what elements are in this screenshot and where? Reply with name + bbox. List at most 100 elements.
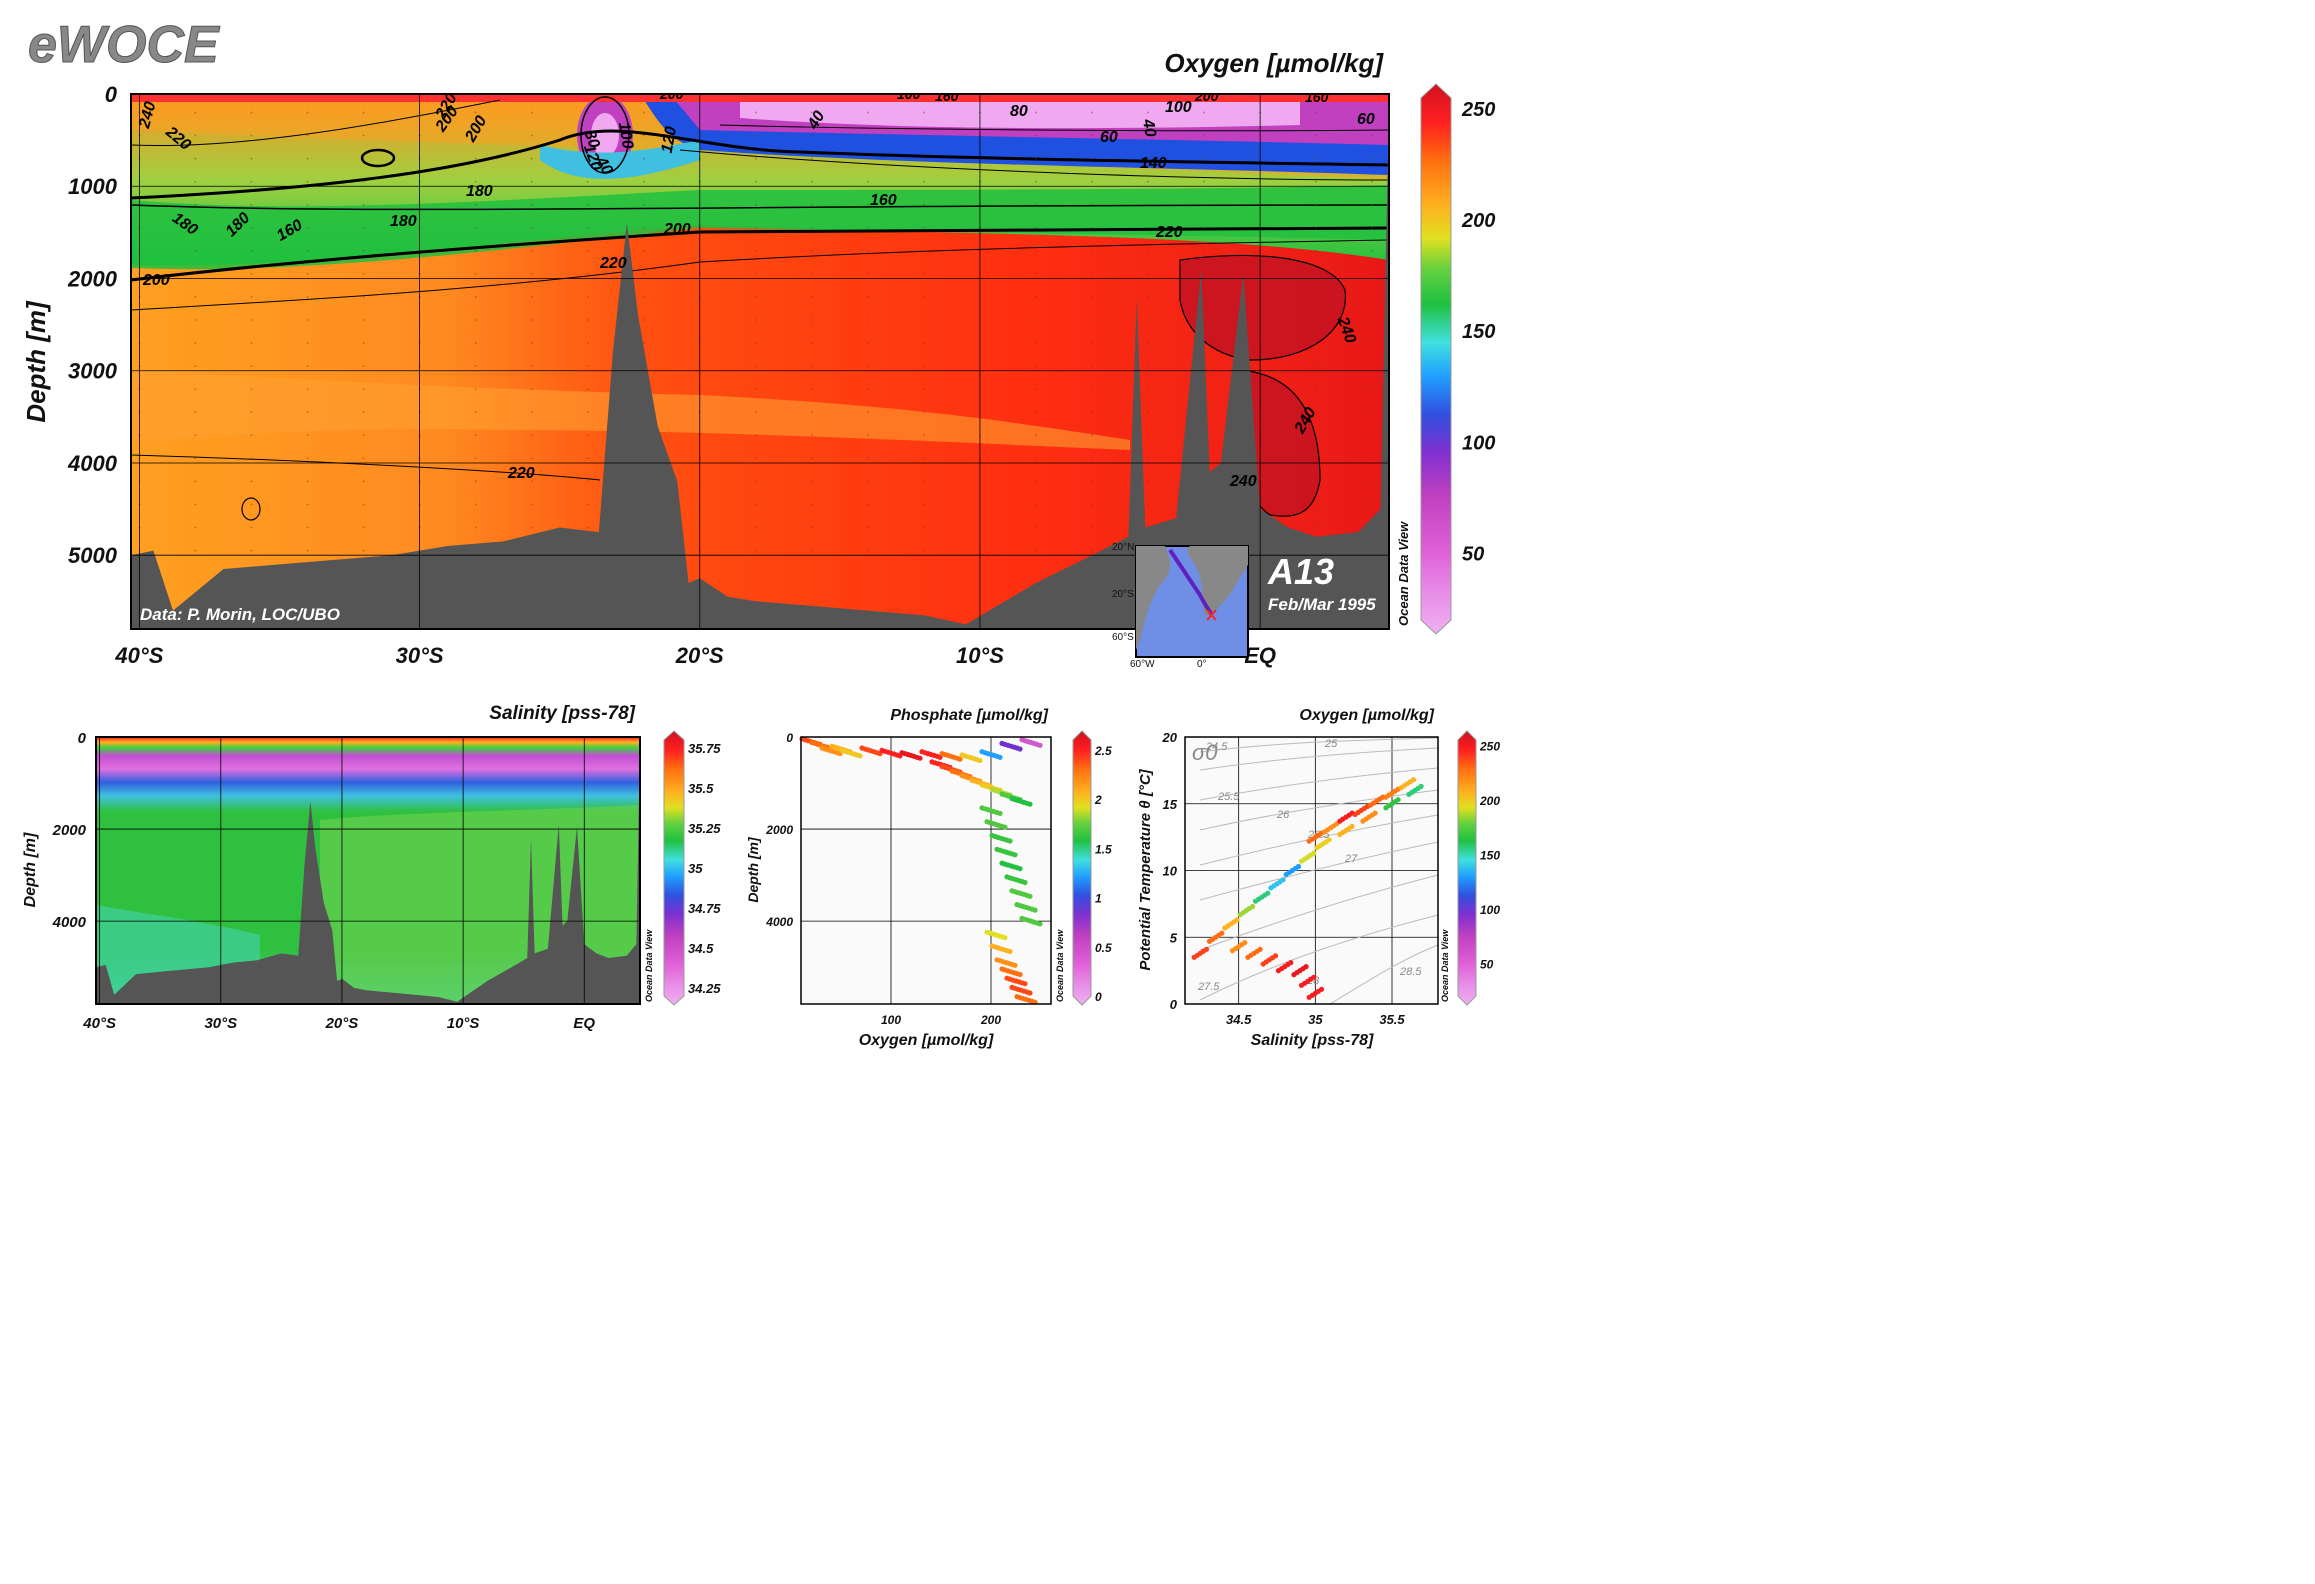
- oxygen-section-plot: 240 220 200 220 200 200 100 80 120 40 10…: [131, 94, 1389, 629]
- station-sample-dot: [1147, 111, 1149, 114]
- station-sample-dot: [1091, 296, 1093, 298]
- x-tick-label: 30°S: [204, 1015, 237, 1032]
- station-sample-dot: [194, 249, 197, 252]
- station-sample-dot: [306, 134, 309, 137]
- station-sample-dot: [306, 296, 309, 298]
- station-sample-dot: [306, 180, 309, 183]
- section-name: A13: [1267, 551, 1334, 592]
- station-sample-dot: [586, 111, 589, 114]
- station-sample-dot: [866, 226, 869, 229]
- station-sample-dot: [362, 249, 365, 252]
- station-sample-dot: [923, 457, 925, 460]
- station-sample-dot: [362, 365, 365, 368]
- station-sample-dot: [250, 157, 253, 160]
- station-sample-dot: [1315, 434, 1318, 437]
- colorbar-tick-label: 0.5: [1095, 941, 1112, 955]
- station-sample-dot: [1371, 342, 1374, 344]
- contour-label: 120: [659, 125, 680, 154]
- contour-label: 160: [870, 192, 897, 209]
- contour-label: 40: [1139, 117, 1159, 139]
- station-sample-dot: [306, 111, 309, 114]
- colorbar-tick-label: 35.75: [688, 741, 721, 756]
- station-sample-dot: [474, 134, 477, 137]
- station-sample-dot: [194, 296, 197, 298]
- y-tick-label: 0: [1170, 997, 1178, 1012]
- station-sample-dot: [810, 411, 813, 414]
- station-sample-dot: [530, 503, 533, 506]
- station-sample-dot: [1091, 272, 1093, 275]
- ts-x-ticks: 34.5 35 35.5: [1226, 1012, 1405, 1027]
- station-sample-dot: [194, 480, 197, 483]
- ts-colorbar: 250 200 150 100 50: [1457, 730, 1500, 1006]
- station-sample-dot: [1315, 388, 1318, 391]
- station-sample-dot: [362, 503, 365, 506]
- station-sample-dot: [642, 203, 645, 206]
- station-sample-dot: [1315, 411, 1318, 414]
- station-sample-dot: [306, 503, 309, 506]
- ts-point: [1418, 783, 1424, 790]
- station-sample-dot: [866, 434, 869, 437]
- contour-label: 180: [390, 213, 417, 230]
- station-sample-dot: [754, 249, 757, 252]
- station-sample-dot: [923, 157, 925, 160]
- y-tick-label: 1000: [68, 174, 118, 199]
- station-sample-dot: [586, 457, 589, 460]
- station-sample-dot: [1315, 226, 1318, 229]
- odv-label: Ocean Data View: [1440, 929, 1450, 1002]
- station-sample-dot: [810, 157, 813, 160]
- station-sample-dot: [474, 388, 477, 391]
- station-sample-dot: [866, 180, 869, 183]
- ts-point: [1303, 964, 1309, 970]
- station-sample-dot: [1315, 503, 1318, 506]
- station-sample-dot: [586, 272, 589, 275]
- phosphate-point: [1017, 746, 1023, 752]
- phosphate-y-ticks: 0 2000 4000: [765, 731, 793, 929]
- phosphate-point: [1017, 971, 1023, 978]
- x-tick-label: 35: [1308, 1012, 1323, 1027]
- colorbar-tick-label: 34.5: [688, 941, 714, 956]
- station-sample-dot: [306, 549, 309, 552]
- x-tick-label: 20°S: [675, 643, 724, 668]
- inset-lon-label: 60°W: [1130, 659, 1155, 670]
- x-tick-label: 30°S: [396, 643, 444, 668]
- station-sample-dot: [866, 111, 869, 114]
- y-tick-label: 5000: [68, 543, 118, 568]
- station-sample-dot: [810, 434, 813, 437]
- x-tick-label: 200: [980, 1013, 1001, 1027]
- colorbar-tick-label: 35.25: [688, 821, 721, 836]
- station-sample-dot: [1371, 180, 1374, 183]
- station-sample-dot: [923, 249, 925, 252]
- station-sample-dot: [362, 272, 365, 275]
- station-sample-dot: [923, 342, 925, 344]
- station-sample-dot: [923, 365, 925, 368]
- colorbar-tick-label: 35.5: [688, 781, 714, 796]
- station-markers: [138, 111, 1374, 552]
- colorbar-tick-label: 50: [1462, 543, 1484, 565]
- station-sample-dot: [810, 388, 813, 391]
- station-sample-dot: [474, 411, 477, 414]
- station-sample-dot: [1315, 526, 1318, 529]
- station-sample-dot: [306, 526, 309, 529]
- station-sample-dot: [250, 342, 253, 344]
- odv-label: Ocean Data View: [644, 929, 654, 1002]
- contour-label: 100: [615, 121, 636, 150]
- station-sample-dot: [754, 549, 757, 552]
- ts-point: [1395, 797, 1401, 803]
- station-sample-dot: [1091, 342, 1093, 344]
- station-sample-dot: [1035, 203, 1037, 206]
- station-sample-dot: [642, 342, 645, 344]
- station-sample-dot: [1203, 319, 1205, 321]
- station-sample-dot: [362, 434, 365, 437]
- station-sample-dot: [474, 434, 477, 437]
- y-tick-label: 3000: [68, 359, 118, 384]
- station-sample-dot: [530, 249, 533, 252]
- station-sample-dot: [1091, 549, 1093, 552]
- contour-label: 80: [581, 128, 603, 151]
- station-sample-dot: [1035, 226, 1037, 229]
- station-sample-dot: [866, 134, 869, 137]
- station-sample-dot: [1203, 134, 1205, 137]
- station-sample-dot: [1203, 157, 1205, 160]
- station-sample-dot: [586, 226, 589, 229]
- station-sample-dot: [1315, 296, 1318, 298]
- station-sample-dot: [194, 111, 197, 114]
